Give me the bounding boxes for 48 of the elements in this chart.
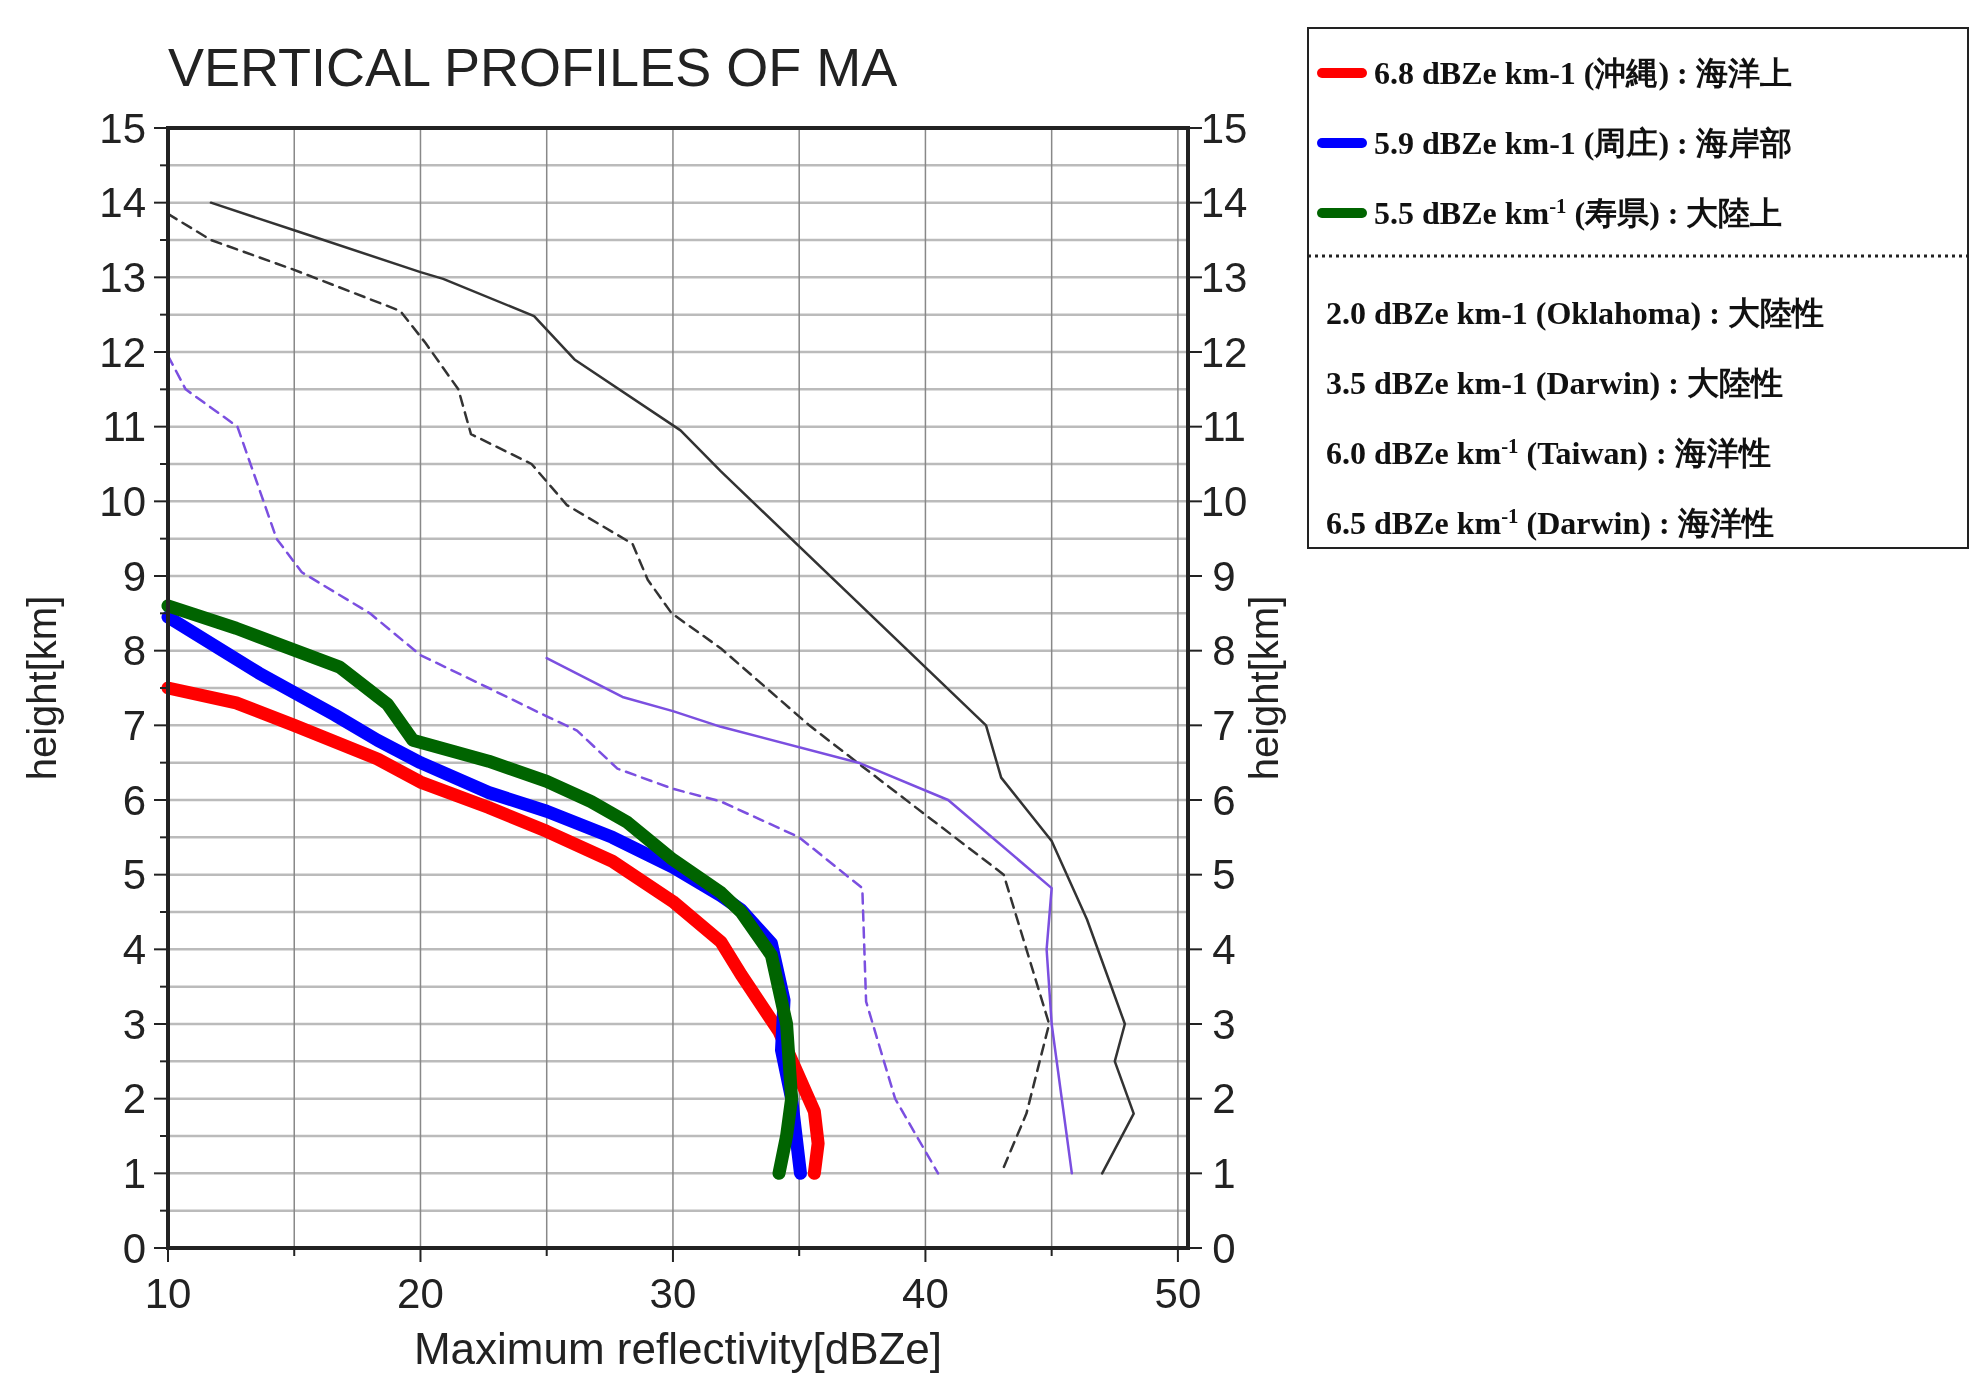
y2-tick-label: 2	[1212, 1075, 1236, 1123]
y-tick-label: 5	[122, 851, 146, 899]
y2-tick-label: 8	[1212, 627, 1236, 675]
y-tick-label: 4	[122, 926, 146, 974]
x-tick-label: 40	[902, 1270, 949, 1317]
y-tick-label: 11	[102, 403, 146, 451]
text: 2.0 dBZe km-1 (Oklahoma) : 大陸性	[1326, 295, 1824, 332]
text: 6.5 dBZe km$^{-1}$ (Darwin) : 海洋性	[1326, 503, 1774, 542]
y-tick-label: 6	[122, 776, 146, 824]
y-tick-label: 2	[122, 1075, 146, 1123]
y-tick-label: 10	[99, 478, 146, 526]
y2-tick-label: 11	[1202, 403, 1246, 451]
y2-tick-label: 6	[1212, 776, 1236, 824]
y2-tick-label: 4	[1212, 926, 1236, 974]
x-tick-label: 30	[649, 1270, 697, 1317]
y-tick-label: 8	[122, 627, 146, 675]
y2-tick-label: 10	[1200, 478, 1248, 526]
y2-tick-label: 15	[1200, 104, 1248, 152]
y-tick-label: 12	[99, 328, 146, 376]
y2-tick-label: 14	[1200, 179, 1248, 227]
legend-label: 5.5 dBZe km$^{-1}$ (寿県) : 大陸上	[1374, 193, 1783, 232]
legend-label: 6.8 dBZe km-1 (沖縄) : 海洋上	[1374, 55, 1792, 92]
y2-tick-label: 12	[1200, 328, 1248, 376]
legend-label: 5.9 dBZe km-1 (周庄) : 海岸部	[1374, 125, 1792, 162]
chart-title: VERTICAL PROFILES OF MA	[168, 37, 898, 97]
y-tick-label: 0	[122, 1224, 146, 1272]
y-tick-label: 9	[122, 552, 146, 600]
x-axis-title: Maximum reflectivity[dBZe]	[413, 1324, 943, 1373]
y-tick-label: 3	[122, 1000, 146, 1048]
y-tick-label: 15	[99, 104, 146, 152]
y-tick-label: 7	[122, 702, 146, 750]
y2-tick-label: 7	[1212, 702, 1236, 750]
x-tick-label: 50	[1154, 1270, 1202, 1317]
y2-tick-label: 5	[1212, 851, 1236, 899]
y-tick-label: 1	[122, 1150, 146, 1198]
y2-tick-label: 9	[1212, 552, 1236, 600]
line-series	[545, 656, 1074, 1175]
text: 6.0 dBZe km$^{-1}$ (Taiwan) : 海洋性	[1326, 433, 1771, 472]
y2-axis-title: height[km]	[1242, 595, 1286, 781]
y-tick-label: 14	[99, 179, 146, 227]
y2-tick-label: 13	[1200, 254, 1248, 302]
y2-tick-label: 3	[1212, 1000, 1236, 1048]
y-tick-label: 13	[99, 254, 146, 302]
text: 3.5 dBZe km-1 (Darwin) : 大陸性	[1326, 365, 1783, 402]
x-tick-label: 20	[397, 1270, 444, 1317]
y2-tick-label: 1	[1212, 1150, 1236, 1198]
y2-tick-label: 0	[1212, 1224, 1236, 1272]
y-axis-title: height[km]	[20, 595, 64, 781]
